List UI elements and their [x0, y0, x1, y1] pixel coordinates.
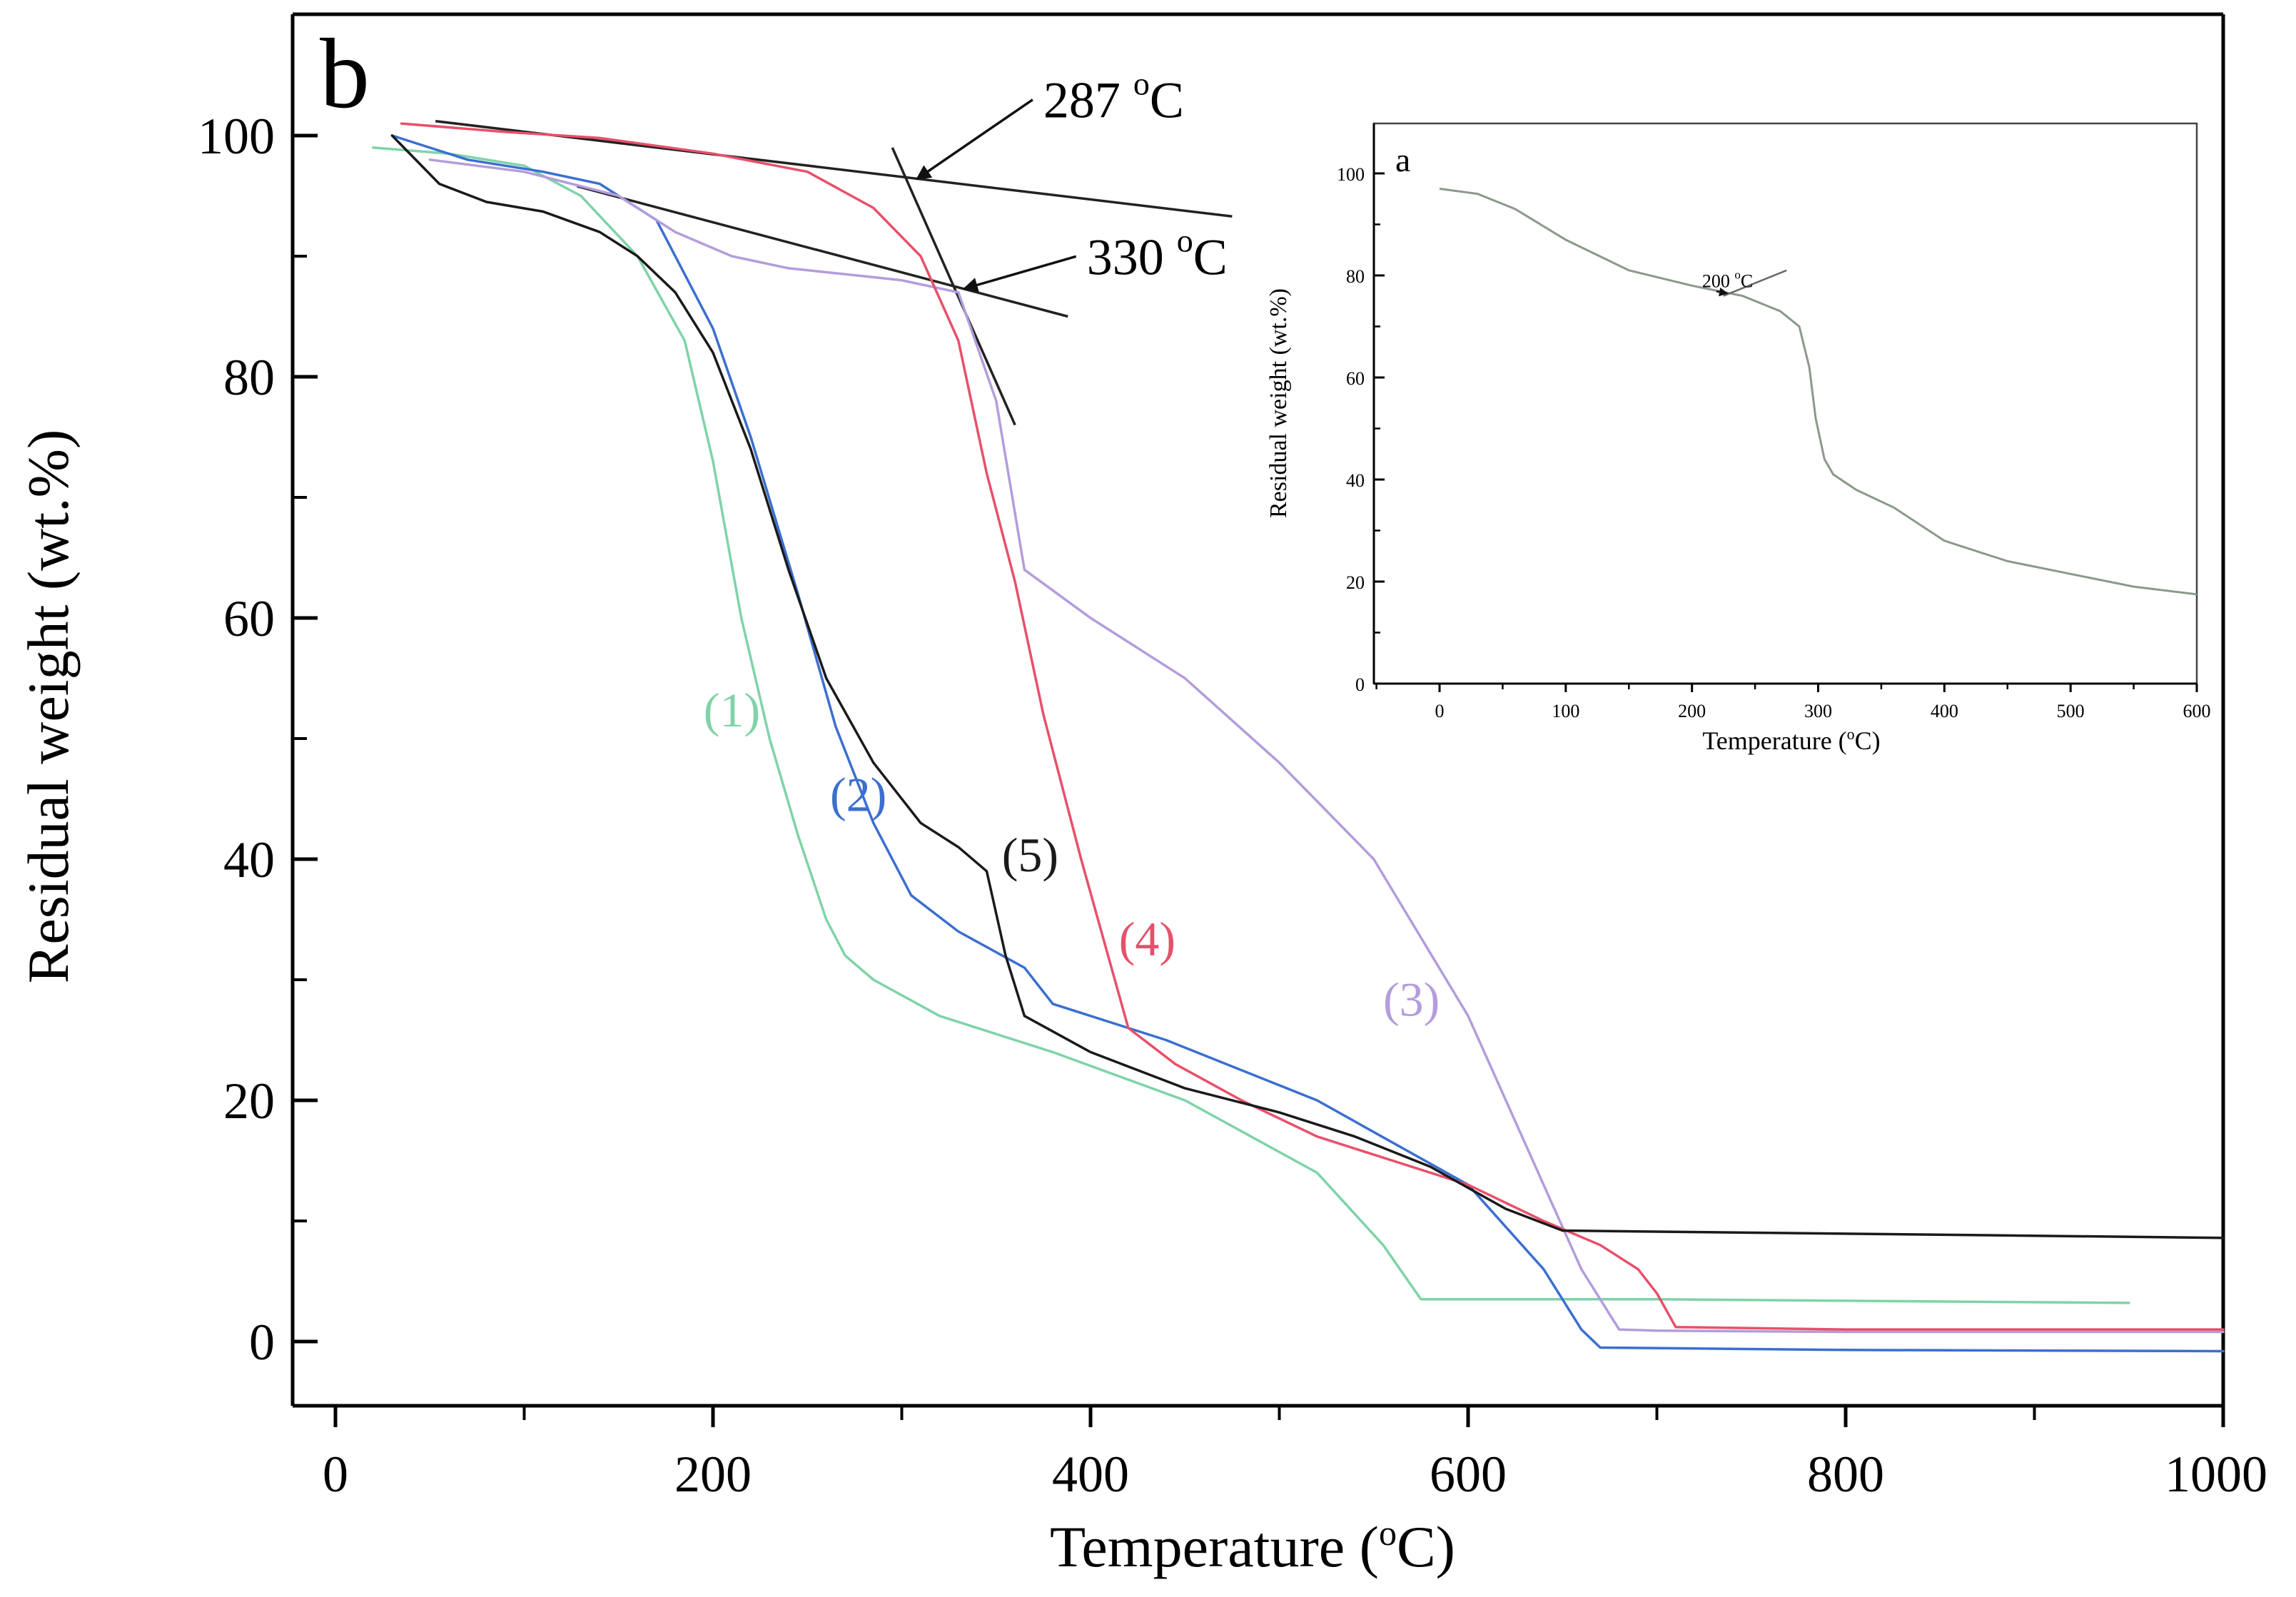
main-y-axis-label: Residual weight (wt.%): [16, 430, 81, 984]
main-x-axis-label: Temperature (oC): [1050, 1513, 1455, 1579]
inset-y-ticks: 0 20 40 60 80 100: [1337, 164, 1385, 695]
main-y-tick-label: 80: [223, 349, 275, 406]
inset-x-tick-label: 400: [1931, 701, 1958, 721]
inset-x-tick-label: 0: [1435, 701, 1445, 721]
inset-x-tick-label: 200: [1678, 701, 1706, 721]
main-x-tick-label: 200: [674, 1446, 752, 1503]
inset-y-tick-label: 40: [1346, 470, 1365, 491]
main-x-axis-label-text: Temperature (: [1050, 1514, 1379, 1579]
temperature-annotations: 287 oC 330 oC: [915, 66, 1228, 293]
inset-x-tick-label: 600: [2183, 701, 2211, 721]
series-line-5: [390, 134, 2225, 1239]
annotation-label-t287: 287 oC: [1043, 66, 1184, 129]
inset-x-tick-label: 500: [2057, 701, 2085, 721]
main-x-axis-label-unit: C): [1397, 1514, 1455, 1579]
main-x-ticks: 0 200 400 600 800 1000: [323, 1406, 2267, 1503]
panel-label-b: b: [320, 19, 370, 129]
series-labels: (1) (2) (3) (4) (5): [704, 683, 1440, 1027]
inset-x-tick-label: 300: [1804, 701, 1832, 721]
inset-x-axis-label: Temperature (oC): [1702, 725, 1880, 755]
main-y-tick-label: 40: [223, 831, 275, 888]
series-label-1: (1): [704, 683, 760, 737]
main-y-tick-label: 100: [198, 108, 275, 165]
main-x-axis-label-degree: o: [1379, 1513, 1397, 1553]
inset-x-tick-label: 100: [1552, 701, 1579, 721]
inset-series-group: [1439, 188, 2198, 596]
main-x-tick-label: 0: [323, 1446, 348, 1503]
annotation-arrow-t330: [962, 255, 1077, 293]
annotation-label-t330: 330 oC: [1087, 222, 1228, 285]
main-x-tick-label: 600: [1430, 1446, 1507, 1503]
series-label-4: (4): [1119, 912, 1175, 966]
panel-label-a: a: [1395, 141, 1410, 179]
series-label-3: (3): [1383, 973, 1440, 1027]
inset-y-axis-label: Residual weight (wt.%): [1265, 288, 1292, 518]
inset-x-ticks: 0 100 200 300 400 500 600: [1375, 684, 2211, 721]
inset-y-tick-label: 60: [1346, 368, 1365, 389]
main-x-tick-label: 1000: [2165, 1446, 2267, 1503]
inset-y-tick-label: 0: [1355, 674, 1365, 695]
inset-y-tick-label: 80: [1346, 266, 1365, 287]
series-label-5: (5): [1002, 828, 1058, 882]
annotation-arrow-t287: [915, 98, 1033, 181]
inset-tangent-line: [1723, 269, 1787, 297]
series-line-1: [372, 146, 2130, 1304]
series-label-2: (2): [830, 767, 886, 821]
main-y-tick-label: 0: [249, 1314, 275, 1371]
main-series-group: [372, 122, 2225, 1353]
main-y-tick-label: 60: [223, 590, 275, 647]
tangent-line: [577, 185, 1068, 318]
main-x-tick-label: 400: [1052, 1446, 1129, 1503]
series-line-4: [400, 122, 2225, 1331]
inset-y-tick-label: 20: [1346, 572, 1365, 593]
inset-series-line: [1439, 188, 2198, 596]
inset-annotation: 200 oC: [1702, 268, 1787, 297]
inset-y-tick-label: 100: [1337, 164, 1365, 185]
inset-x-axis-label-unit: C): [1855, 726, 1881, 755]
inset-annotation-label: 200 oC: [1702, 268, 1753, 291]
inset-x-axis-label-degree: o: [1847, 725, 1855, 743]
main-y-tick-label: 20: [223, 1073, 275, 1130]
main-x-tick-label: 800: [1807, 1446, 1884, 1503]
series-line-3: [428, 158, 2225, 1334]
inset-x-axis-label-text: Temperature (: [1702, 726, 1846, 755]
main-y-ticks: 0 20 40 60 80 100: [198, 108, 318, 1371]
inset-annotation-arrow: [1716, 287, 1729, 297]
